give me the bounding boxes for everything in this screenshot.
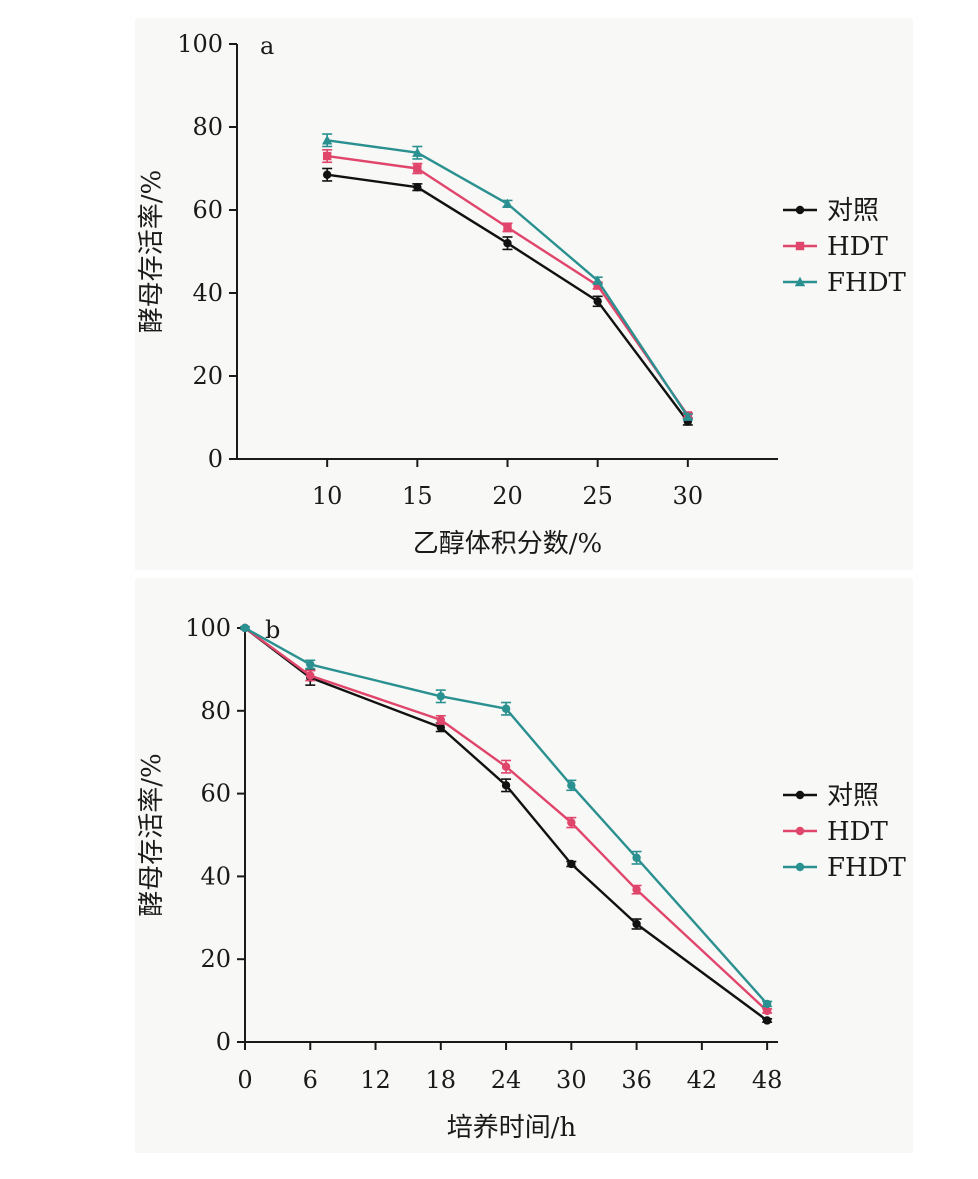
- data-point: [503, 223, 512, 232]
- legend-marker: [795, 862, 805, 872]
- legend-label: FHDT: [827, 268, 907, 298]
- series-line: [244, 627, 768, 1022]
- series-FHDT: [240, 623, 773, 1009]
- panel-a-background: [135, 18, 913, 570]
- x-tick-label: 6: [303, 1066, 318, 1094]
- legend-marker: [795, 826, 805, 836]
- y-tick-label: 60: [192, 196, 223, 224]
- data-point: [593, 281, 602, 290]
- y-tick-label: 0: [208, 445, 223, 473]
- legend-marker: [795, 790, 805, 800]
- data-point: [632, 853, 641, 862]
- x-tick-label: 24: [491, 1066, 522, 1094]
- y-tick-label: 60: [200, 780, 231, 808]
- chart-panel-b: 0 20 40 60 80 100 0 6 12 18 24 30 36 42 48 培养时间/h 酵母存活率/…: [137, 614, 907, 1143]
- panel-letter: a: [260, 32, 274, 60]
- x-tick-label: 30: [556, 1066, 587, 1094]
- series-对照: [240, 623, 773, 1025]
- series-FHDT: [321, 133, 694, 421]
- data-point: [762, 1016, 772, 1025]
- x-tick-label: 48: [752, 1066, 783, 1094]
- series-line: [244, 627, 768, 1012]
- chart-panel-a: 0 20 40 60 80 100 10 15 20 25 30 乙醇体积分数/% 酵母存活率/% a 对照…: [137, 30, 907, 559]
- legend-item: HDT: [783, 232, 889, 262]
- legend-item: FHDT: [783, 853, 907, 883]
- y-tick-label: 100: [177, 30, 223, 58]
- legend-label: HDT: [827, 817, 889, 847]
- legend-label: HDT: [827, 232, 889, 262]
- y-tick-label: 20: [192, 362, 223, 390]
- data-point: [632, 885, 641, 894]
- data-point: [436, 715, 445, 725]
- x-tick-label: 30: [673, 482, 704, 510]
- x-tick-label: 12: [360, 1066, 391, 1094]
- y-tick-label: 80: [200, 697, 231, 725]
- series-line: [327, 154, 689, 417]
- y-tick-label: 20: [200, 945, 231, 973]
- data-point: [501, 762, 511, 771]
- data-point: [567, 859, 576, 869]
- y-tick-label: 40: [192, 279, 223, 307]
- data-point: [413, 164, 422, 173]
- x-tick-label: 20: [492, 482, 523, 510]
- panel-b-background: [135, 578, 913, 1153]
- data-point: [306, 660, 315, 669]
- data-point: [502, 198, 513, 208]
- data-point: [240, 623, 250, 633]
- panel-letter: b: [265, 616, 280, 644]
- x-axis-title: 乙醇体积分数/%: [413, 529, 602, 559]
- data-point: [412, 147, 423, 157]
- data-point: [306, 671, 315, 680]
- x-tick-label: 42: [687, 1066, 718, 1094]
- data-point: [436, 723, 445, 732]
- y-tick-label: 40: [200, 862, 231, 890]
- legend-label: 对照: [827, 196, 879, 226]
- series-HDT: [322, 149, 693, 420]
- legend-label: 对照: [827, 781, 879, 811]
- data-point: [592, 275, 603, 285]
- y-axis-title: 酵母存活率/%: [137, 753, 167, 916]
- data-point: [321, 135, 333, 145]
- data-point: [501, 781, 511, 790]
- data-point: [567, 818, 576, 827]
- x-tick-label: 0: [237, 1066, 252, 1094]
- series-HDT: [240, 623, 773, 1016]
- data-point: [501, 704, 511, 713]
- data-point: [503, 239, 512, 248]
- legend-label: FHDT: [827, 853, 907, 883]
- x-tick-label: 10: [312, 482, 343, 510]
- legend-item: 对照: [783, 196, 879, 226]
- data-point: [567, 781, 576, 790]
- x-tick-label: 25: [582, 482, 613, 510]
- x-tick-label: 18: [426, 1066, 457, 1094]
- data-point: [632, 919, 641, 929]
- y-tick-label: 0: [216, 1028, 231, 1056]
- legend-marker: [795, 241, 805, 251]
- data-point: [762, 1006, 772, 1016]
- x-tick-label: 36: [621, 1066, 652, 1094]
- legend-item: HDT: [783, 817, 889, 847]
- y-tick-label: 100: [185, 614, 231, 642]
- data-point: [322, 170, 332, 179]
- legend-marker: [795, 205, 805, 215]
- legend-item: FHDT: [783, 268, 907, 298]
- data-point: [436, 692, 445, 701]
- legend-item: 对照: [783, 781, 879, 811]
- y-axis-title: 酵母存活率/%: [137, 170, 167, 333]
- y-tick-label: 80: [192, 113, 223, 141]
- x-tick-label: 15: [402, 482, 433, 510]
- data-point: [413, 182, 422, 192]
- legend-marker: [794, 276, 806, 287]
- data-point: [762, 999, 772, 1009]
- data-point: [593, 297, 602, 306]
- data-point: [682, 411, 694, 421]
- x-axis-title: 培养时间/h: [447, 1113, 577, 1143]
- series-line: [244, 626, 769, 1005]
- series-line: [327, 173, 689, 423]
- data-point: [322, 151, 332, 161]
